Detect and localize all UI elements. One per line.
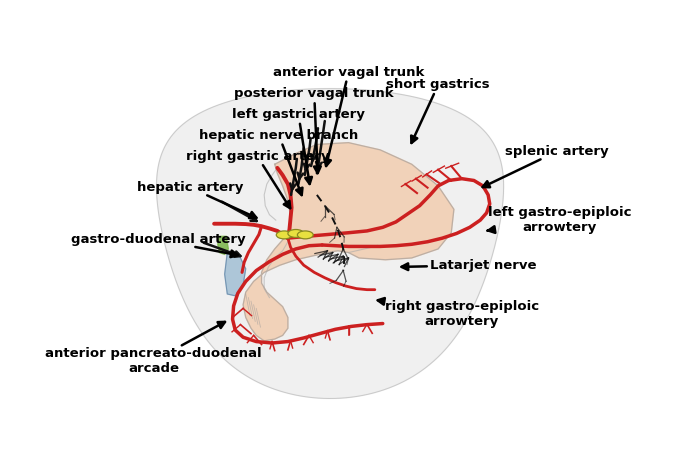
Text: gastro-duodenal artery: gastro-duodenal artery (71, 234, 246, 257)
Text: hepatic artery: hepatic artery (137, 181, 256, 218)
Text: hepatic nerve branch: hepatic nerve branch (199, 129, 358, 195)
Text: right gastric artery: right gastric artery (186, 150, 329, 208)
Text: right gastro-epiploic
arrowtery: right gastro-epiploic arrowtery (377, 298, 539, 328)
Polygon shape (224, 253, 245, 296)
Text: short gastrics: short gastrics (386, 79, 490, 143)
Ellipse shape (276, 231, 292, 239)
Text: splenic artery: splenic artery (483, 145, 609, 187)
Text: left gastro-epiploic
arrowtery: left gastro-epiploic arrowtery (487, 206, 631, 234)
Ellipse shape (288, 229, 304, 237)
Text: Latarjet nerve: Latarjet nerve (401, 259, 536, 271)
Ellipse shape (297, 231, 313, 239)
Polygon shape (218, 236, 228, 255)
Text: posterior vagal trunk: posterior vagal trunk (235, 88, 394, 173)
Polygon shape (243, 143, 454, 341)
Text: anterior pancreato-duodenal
arcade: anterior pancreato-duodenal arcade (45, 322, 262, 375)
Text: anterior vagal trunk: anterior vagal trunk (273, 66, 424, 166)
Text: left gastric artery: left gastric artery (232, 108, 365, 184)
Polygon shape (156, 88, 504, 398)
